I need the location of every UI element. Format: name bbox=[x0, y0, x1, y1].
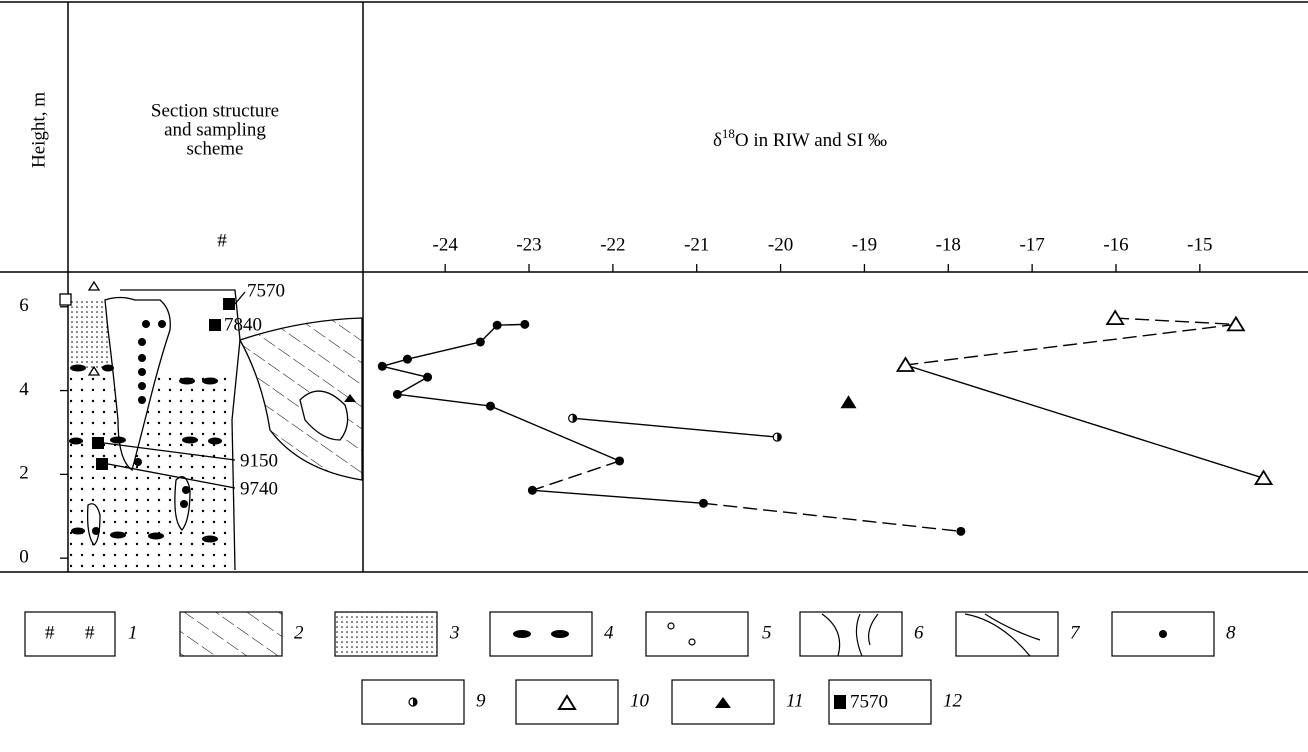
point-fill bbox=[777, 433, 782, 442]
section-label: and sampling bbox=[164, 119, 266, 140]
point bbox=[423, 372, 433, 382]
segment bbox=[905, 364, 1264, 479]
title-superscript: 18 bbox=[722, 126, 735, 141]
title-text: O in RIW and SI ‰ bbox=[735, 130, 887, 151]
segment bbox=[532, 489, 704, 504]
sample-label: 7840 bbox=[224, 314, 262, 335]
point bbox=[520, 319, 530, 329]
point bbox=[840, 395, 857, 409]
y-tick-label: 6 bbox=[19, 295, 29, 316]
legend-number: 1 bbox=[128, 622, 138, 643]
x-tick-label: -16 bbox=[1103, 234, 1128, 255]
sample-label: 9740 bbox=[240, 478, 278, 499]
legend-number: 9 bbox=[476, 690, 486, 711]
point bbox=[527, 485, 537, 495]
y-tick-label: 2 bbox=[19, 463, 29, 484]
point bbox=[772, 432, 782, 442]
segment bbox=[397, 376, 428, 395]
x-tick-label: -19 bbox=[852, 234, 877, 255]
legend-number: 8 bbox=[1226, 622, 1236, 643]
point bbox=[492, 320, 502, 330]
legend-number: 2 bbox=[294, 622, 304, 643]
point bbox=[1253, 469, 1274, 486]
point bbox=[485, 401, 495, 411]
x-tick-label: -23 bbox=[516, 234, 541, 255]
x-tick-label: -22 bbox=[600, 234, 625, 255]
legend-number: 11 bbox=[786, 690, 804, 711]
y-tick-label: 0 bbox=[19, 547, 29, 568]
segment bbox=[905, 323, 1236, 366]
point bbox=[1105, 309, 1125, 325]
y-tick-label: 4 bbox=[19, 379, 29, 400]
legend: # # bbox=[24, 611, 1215, 725]
x-tick-label: -20 bbox=[768, 234, 793, 255]
height-label: Height, m bbox=[28, 92, 49, 168]
point bbox=[956, 526, 966, 536]
segment bbox=[703, 502, 961, 533]
point-fill bbox=[572, 414, 577, 423]
x-tick-label: -21 bbox=[684, 234, 709, 255]
svg-text:#: # bbox=[85, 622, 95, 643]
point bbox=[615, 456, 625, 466]
sample-label: 7570 bbox=[247, 280, 285, 301]
chart-title: δ18O in RIW and SI ‰ bbox=[713, 126, 887, 151]
x-tick-label: -17 bbox=[1019, 234, 1044, 255]
point bbox=[402, 354, 412, 364]
legend-number: 3 bbox=[449, 622, 460, 643]
legend-number: 7 bbox=[1070, 622, 1081, 643]
symbol: # bbox=[217, 230, 227, 251]
point bbox=[475, 337, 485, 347]
segment bbox=[497, 323, 525, 326]
segment bbox=[1115, 317, 1236, 326]
section-label: scheme bbox=[187, 138, 244, 159]
legend-number: 10 bbox=[630, 690, 650, 711]
legend-sample: 7570 bbox=[850, 691, 888, 712]
frame bbox=[0, 1, 1308, 573]
legend-number: 12 bbox=[943, 690, 963, 711]
point bbox=[392, 389, 402, 399]
x-tick-label: -15 bbox=[1187, 234, 1212, 255]
svg-text:#: # bbox=[45, 622, 55, 643]
segment bbox=[397, 393, 491, 407]
title-symbol: δ bbox=[713, 130, 722, 151]
x-tick-label: -24 bbox=[433, 234, 459, 255]
point bbox=[698, 498, 708, 508]
point bbox=[895, 356, 916, 372]
section-drawing bbox=[59, 280, 363, 571]
legend-number: 6 bbox=[914, 622, 924, 643]
point bbox=[1226, 315, 1246, 332]
segment bbox=[532, 460, 620, 491]
point bbox=[377, 361, 387, 371]
segment bbox=[382, 365, 428, 378]
legend-number: 5 bbox=[762, 622, 772, 643]
legend-number: 4 bbox=[604, 622, 614, 643]
segment bbox=[572, 417, 778, 438]
sample-label: 9150 bbox=[240, 450, 278, 471]
segment bbox=[407, 341, 481, 360]
segment bbox=[490, 405, 620, 462]
point bbox=[568, 413, 578, 423]
x-tick-label: -18 bbox=[936, 234, 961, 255]
section-label: Section structure bbox=[151, 100, 279, 121]
